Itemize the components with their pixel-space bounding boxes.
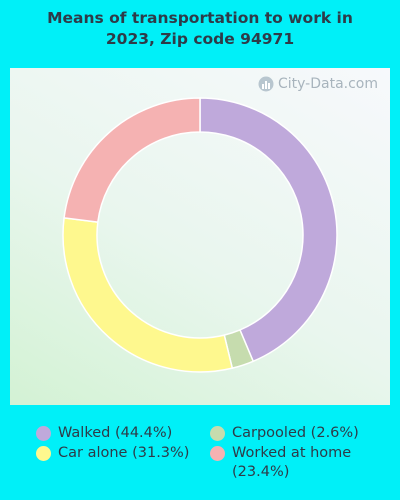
legend-item-carpooled: Carpooled (2.6%) xyxy=(210,424,359,443)
legend-label-walked: Walked (44.4%) xyxy=(58,425,173,441)
legend-label-worked-at-home: Worked at home (23.4%) xyxy=(232,445,352,480)
legend-item-worked-at-home: Worked at home (23.4%) xyxy=(210,444,370,482)
watermark-text: City-Data.com xyxy=(277,76,378,92)
legend-label-car-alone: Car alone (31.3%) xyxy=(58,445,190,461)
legend-swatch-car-alone xyxy=(36,446,51,461)
city-data-logo-icon xyxy=(258,76,274,92)
donut-chart xyxy=(62,97,338,373)
chart-title-line-1: Means of transportation to work in xyxy=(47,9,353,27)
chart-title-line-2: 2023, Zip code 94971 xyxy=(105,30,295,48)
legend-label-carpooled: Carpooled (2.6%) xyxy=(232,425,359,441)
donut-slice-worked-at-home xyxy=(63,97,201,223)
legend-item-car-alone: Car alone (31.3%) xyxy=(36,444,189,463)
legend-item-walked: Walked (44.4%) xyxy=(36,424,172,443)
legend: Walked (44.4%) Car alone (31.3%) Carpool… xyxy=(0,422,400,492)
chart-title: Means of transportation to work in 2023,… xyxy=(0,8,400,50)
chart-panel xyxy=(10,68,390,405)
legend-swatch-walked xyxy=(36,426,51,441)
legend-swatch-worked-at-home xyxy=(210,446,225,461)
donut-slice-walked xyxy=(199,97,338,363)
donut-slice-car-alone xyxy=(62,217,234,373)
legend-swatch-carpooled xyxy=(210,426,225,441)
watermark: City-Data.com xyxy=(258,76,378,92)
